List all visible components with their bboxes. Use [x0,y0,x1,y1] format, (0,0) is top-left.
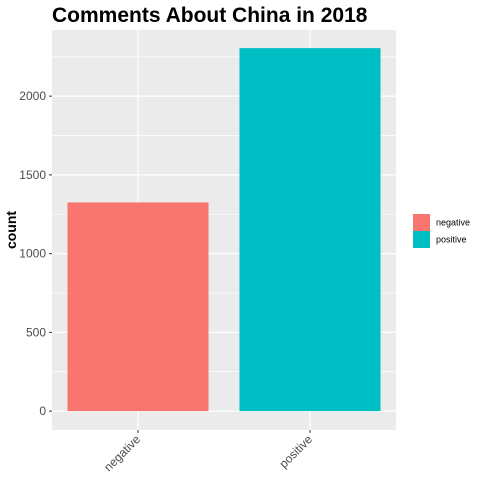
legend-label: negative [436,218,470,228]
y-axis-ticks: 0 500 1000 1500 2000 [19,89,52,418]
bar-negative [67,202,209,412]
bars [67,48,381,412]
y-tick-label: 1000 [19,247,46,261]
x-axis-ticks: negative positive [101,430,315,474]
legend-label: positive [436,235,467,245]
y-tick-label: 2000 [19,89,46,103]
x-tick-label: negative [101,432,143,474]
y-tick-label: 500 [26,325,46,339]
bar-positive [239,48,381,412]
y-tick-label: 1500 [19,168,46,182]
x-tick-label: positive [276,432,315,471]
legend-key-negative [413,214,430,231]
legend-key-positive [413,231,430,248]
y-tick-label: 0 [39,404,46,418]
y-axis-title: count [3,211,19,249]
legend: negative positive [413,214,470,248]
chart-title: Comments About China in 2018 [52,4,368,27]
